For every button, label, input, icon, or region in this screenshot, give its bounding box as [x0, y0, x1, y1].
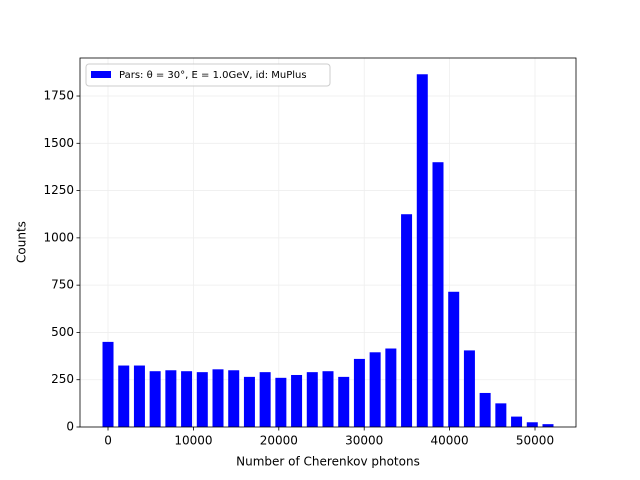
x-tick-label: 30000 — [345, 434, 383, 448]
bar — [149, 371, 161, 427]
bar — [416, 74, 428, 427]
y-tick-label: 750 — [51, 278, 74, 292]
bar — [479, 392, 491, 427]
bar — [212, 369, 224, 427]
bar — [291, 374, 303, 427]
x-tick-label: 0 — [104, 434, 112, 448]
bar — [495, 403, 507, 427]
bar — [526, 422, 538, 427]
bar — [401, 214, 413, 427]
bar — [432, 162, 444, 427]
bar — [353, 358, 365, 427]
legend-label: Pars: θ = 30°, E = 1.0GeV, id: MuPlus — [119, 70, 307, 81]
bar — [165, 370, 177, 427]
bar — [448, 291, 460, 427]
bar — [118, 365, 130, 427]
legend-swatch — [91, 71, 111, 78]
y-tick-label: 1250 — [43, 183, 74, 197]
x-tick-label: 10000 — [174, 434, 212, 448]
x-tick-label: 50000 — [516, 434, 554, 448]
bar — [259, 372, 271, 427]
y-tick-label: 1500 — [43, 136, 74, 150]
legend-box — [85, 63, 331, 87]
x-tick-label: 20000 — [260, 434, 298, 448]
bar — [133, 365, 145, 427]
x-axis-label: Number of Cherenkov photons — [236, 455, 420, 469]
bar — [228, 370, 240, 427]
bar — [463, 350, 475, 427]
y-tick-label: 1000 — [43, 230, 74, 244]
bar — [181, 371, 193, 427]
bar — [542, 424, 554, 427]
bar — [102, 341, 114, 427]
bar — [369, 352, 381, 427]
plot-frame — [79, 57, 577, 428]
bar — [243, 376, 255, 427]
y-tick-label: 250 — [51, 372, 74, 386]
bar — [322, 371, 334, 427]
legend: Pars: θ = 30°, E = 1.0GeV, id: MuPlus — [85, 63, 331, 87]
x-tick-label: 40000 — [431, 434, 469, 448]
y-tick-label: 500 — [51, 325, 74, 339]
bar — [306, 372, 318, 427]
bar — [385, 348, 397, 427]
bar — [338, 376, 350, 427]
bar — [275, 377, 287, 427]
y-tick-label: 1750 — [43, 89, 74, 103]
bar — [196, 372, 208, 427]
y-axis-label: Counts — [15, 221, 29, 263]
y-tick-label: 0 — [66, 420, 74, 434]
bar — [511, 416, 523, 427]
